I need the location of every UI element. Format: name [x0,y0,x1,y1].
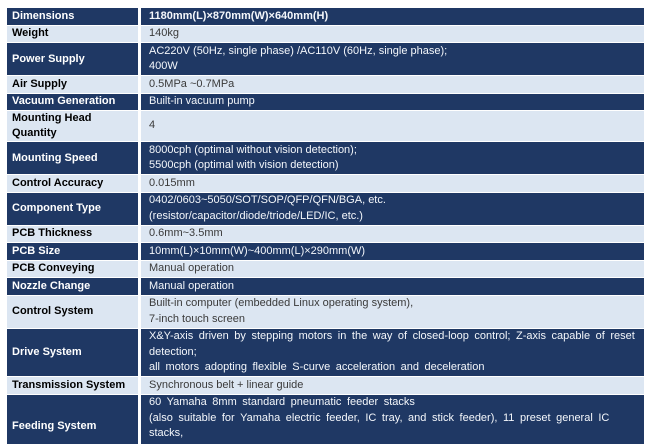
column-divider [138,278,141,295]
column-divider [138,377,141,394]
column-divider [138,175,141,192]
spec-row: Power Supply AC220V (50Hz, single phase)… [7,43,644,76]
spec-label: Transmission System [12,378,126,391]
spec-value: Manual operation [149,262,235,274]
spec-label: PCB Size [12,244,61,257]
spec-row: Control Accuracy 0.015mm [7,175,644,193]
column-divider [138,76,141,93]
spec-value: Built-in vacuum pump [149,95,255,107]
spec-value: 1180mm(L)×870mm(W)×640mm(H) [149,9,329,22]
spec-label: Mounting Head Quantity [12,112,92,139]
spec-value: 4 [149,119,156,132]
spec-label: Air Supply [12,77,68,90]
spec-value: 0402/0603~5050/SOT/SOP/QFP/QFN/BGA, etc.… [149,194,386,222]
page: Dimensions 1180mm(L)×870mm(W)×640mm(H) W… [0,8,650,444]
column-divider [138,225,141,242]
spec-value: 10mm(L)×10mm(W)~400mm(L)×290mm(W) [149,244,366,257]
spec-label: Mounting Speed [12,151,98,164]
column-divider [138,25,141,42]
spec-row: Mounting Speed 8000cph (optimal without … [7,142,644,175]
spec-label: Drive System [12,345,82,358]
spec-value: 140kg [149,27,179,39]
column-divider [138,111,141,141]
spec-value: 60 Yamaha 8mm standard pneumatic feeder … [149,396,610,444]
spec-label: Power Supply [12,52,85,65]
spec-row: Drive System X&Y-axis driven by stepping… [7,328,644,377]
spec-label: PCB Thickness [12,227,93,240]
spec-label: Control Accuracy [12,176,104,189]
column-divider [138,93,141,110]
spec-row: PCB Thickness 0.6mm~3.5mm [7,225,644,243]
spec-row: Nozzle Change Manual operation [7,278,644,296]
spec-value: AC220V (50Hz, single phase) /AC110V (60H… [149,44,448,73]
spec-row: Mounting Head Quantity 4 [7,111,644,142]
spec-label: Weight [12,27,49,40]
spec-row: Component Type 0402/0603~5050/SOT/SOP/QF… [7,192,644,226]
spec-row: Control System Built-in computer (embedd… [7,295,644,329]
spec-row: Weight 140kg [7,25,644,43]
spec-label: Vacuum Generation [12,95,116,108]
spec-value: 0.5MPa ~0.7MPa [149,77,235,90]
spec-value: Manual operation [149,279,235,292]
spec-row: Air Supply 0.5MPa ~0.7MPa [7,76,644,94]
spec-value: 0.015mm [149,176,195,189]
spec-label: Control System [12,305,94,317]
spec-label: Component Type [12,202,102,214]
spec-value: 8000cph (optimal without vision detectio… [149,143,357,172]
column-divider [138,243,141,260]
spec-label: Nozzle Change [12,279,91,292]
column-divider [138,43,141,75]
spec-row: Transmission System Synchronous belt + l… [7,377,644,395]
spec-value: 0.6mm~3.5mm [149,227,223,239]
column-divider [138,295,141,328]
spec-row: Vacuum Generation Built-in vacuum pump [7,93,644,111]
spec-label: Feeding System [12,419,97,432]
column-divider [138,192,141,225]
spec-value: Synchronous belt + linear guide [149,378,304,391]
spec-table: Dimensions 1180mm(L)×870mm(W)×640mm(H) W… [7,8,644,444]
column-divider [138,260,141,277]
spec-value: X&Y-axis driven by stepping motors in th… [149,330,635,373]
column-divider [138,328,141,376]
column-divider [138,142,141,174]
spec-row: PCB Conveying Manual operation [7,260,644,278]
column-divider [138,8,141,25]
spec-row: PCB Size 10mm(L)×10mm(W)~400mm(L)×290mm(… [7,243,644,261]
spec-label: PCB Conveying [12,262,95,275]
column-divider [138,394,141,444]
spec-row: Feeding System 60 Yamaha 8mm standard pn… [7,394,644,444]
spec-row: Dimensions 1180mm(L)×870mm(W)×640mm(H) [7,8,644,26]
spec-label: Dimensions [12,9,75,22]
spec-value: Built-in computer (embedded Linux operat… [149,297,414,325]
